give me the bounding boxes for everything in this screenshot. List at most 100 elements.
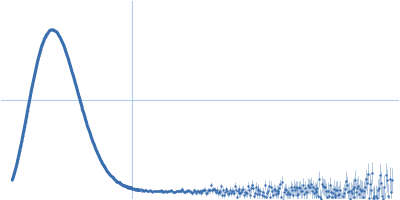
Point	[158, 189, 165, 192]
Point	[149, 190, 155, 193]
Point	[164, 190, 170, 193]
Point	[56, 34, 62, 37]
Point	[143, 188, 150, 192]
Point	[47, 29, 54, 32]
Point	[315, 194, 322, 198]
Point	[163, 189, 170, 192]
Point	[348, 192, 355, 195]
Point	[134, 189, 141, 192]
Point	[83, 121, 90, 124]
Point	[237, 192, 244, 195]
Point	[9, 178, 16, 182]
Point	[292, 188, 298, 191]
Point	[381, 185, 387, 188]
Point	[207, 189, 213, 192]
Point	[61, 46, 68, 49]
Point	[308, 182, 314, 186]
Point	[186, 189, 192, 192]
Point	[321, 186, 327, 189]
Point	[192, 189, 198, 193]
Point	[239, 188, 246, 191]
Point	[273, 189, 280, 193]
Point	[116, 181, 122, 184]
Point	[37, 51, 43, 54]
Point	[359, 189, 365, 192]
Point	[192, 191, 199, 194]
Point	[130, 188, 136, 191]
Point	[285, 191, 291, 194]
Point	[374, 196, 380, 199]
Point	[320, 185, 326, 188]
Point	[227, 188, 233, 191]
Point	[296, 186, 302, 189]
Point	[364, 182, 370, 185]
Point	[197, 190, 204, 193]
Point	[136, 188, 142, 191]
Point	[330, 187, 337, 190]
Point	[238, 190, 244, 193]
Point	[171, 190, 177, 193]
Point	[384, 194, 391, 197]
Point	[244, 192, 250, 195]
Point	[209, 189, 215, 192]
Point	[36, 55, 42, 58]
Point	[232, 188, 239, 191]
Point	[247, 194, 253, 197]
Point	[104, 170, 110, 173]
Point	[96, 157, 103, 160]
Point	[218, 185, 225, 188]
Point	[264, 191, 270, 194]
Point	[346, 190, 352, 193]
Point	[240, 187, 246, 190]
Point	[375, 188, 382, 192]
Point	[49, 28, 56, 31]
Point	[122, 185, 129, 188]
Point	[95, 152, 101, 155]
Point	[366, 196, 372, 199]
Point	[310, 191, 317, 195]
Point	[27, 95, 34, 98]
Point	[159, 190, 166, 193]
Point	[118, 182, 124, 186]
Point	[28, 89, 34, 92]
Point	[225, 192, 231, 195]
Point	[305, 184, 311, 187]
Point	[162, 189, 168, 192]
Point	[94, 150, 100, 153]
Point	[311, 188, 318, 191]
Point	[234, 189, 241, 192]
Point	[19, 140, 25, 143]
Point	[22, 120, 29, 123]
Point	[102, 167, 109, 170]
Point	[131, 187, 137, 191]
Point	[337, 188, 344, 191]
Point	[179, 187, 186, 190]
Point	[314, 186, 321, 189]
Point	[313, 189, 320, 192]
Point	[360, 196, 366, 199]
Point	[246, 188, 252, 192]
Point	[106, 172, 112, 175]
Point	[178, 190, 185, 193]
Point	[339, 199, 345, 200]
Point	[376, 187, 382, 190]
Point	[64, 55, 71, 58]
Point	[161, 190, 168, 193]
Point	[76, 94, 82, 98]
Point	[201, 188, 208, 191]
Point	[71, 77, 77, 80]
Point	[66, 61, 72, 64]
Point	[78, 104, 85, 107]
Point	[33, 66, 39, 70]
Point	[284, 192, 290, 196]
Point	[384, 179, 390, 182]
Point	[216, 191, 223, 194]
Point	[250, 195, 257, 198]
Point	[63, 52, 70, 55]
Point	[176, 189, 182, 192]
Point	[177, 188, 184, 192]
Point	[298, 190, 304, 193]
Point	[32, 71, 38, 74]
Point	[217, 189, 224, 193]
Point	[223, 187, 229, 190]
